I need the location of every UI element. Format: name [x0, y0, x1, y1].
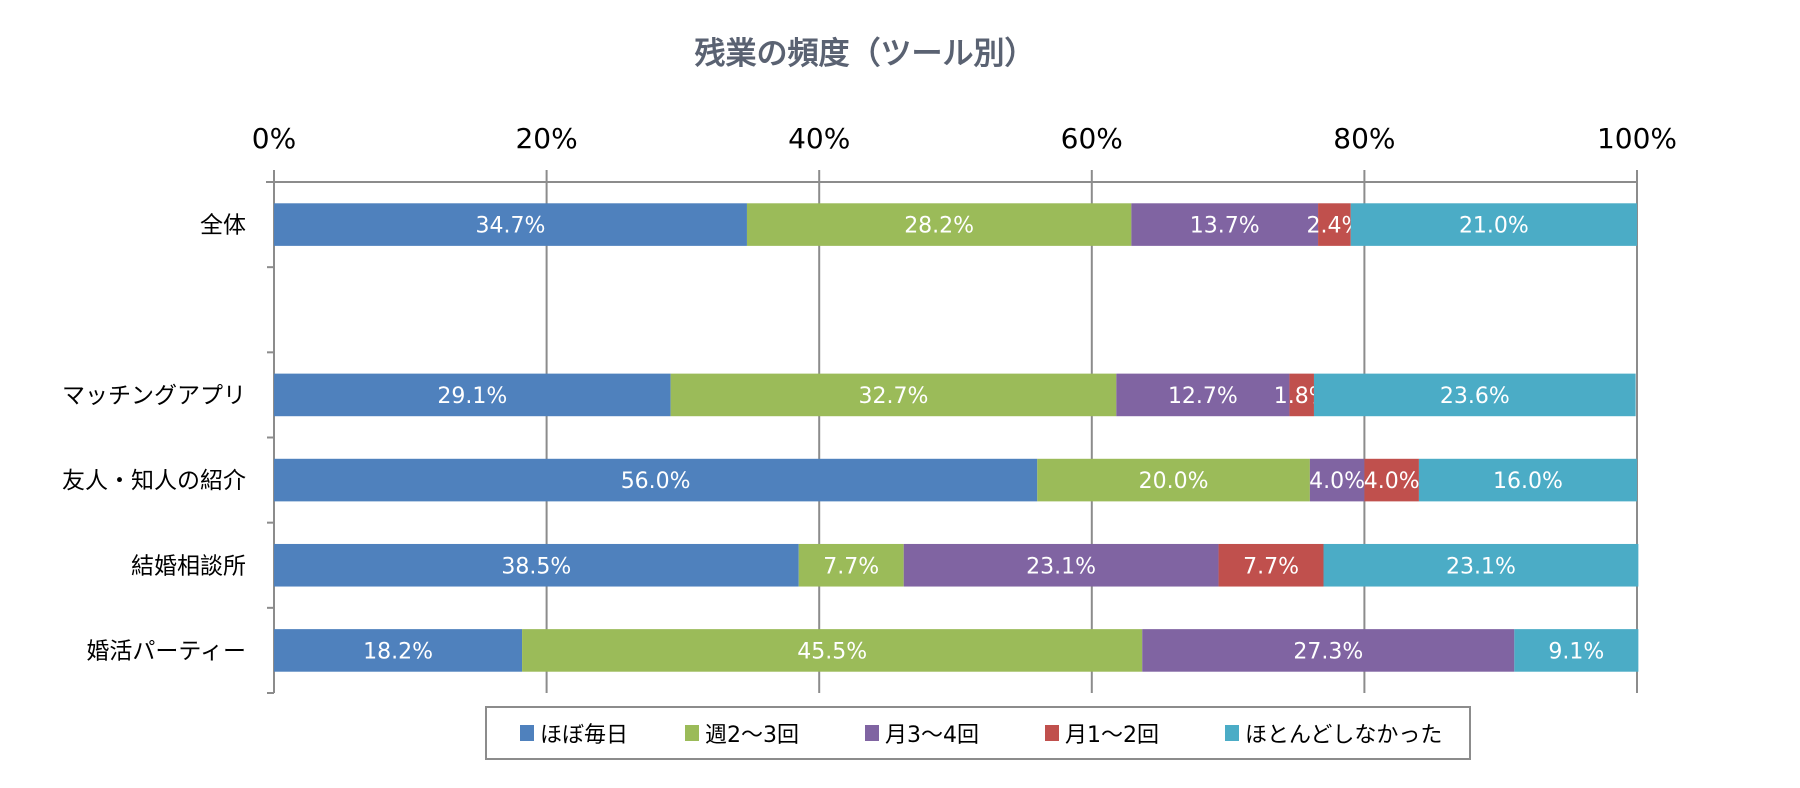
data-label: 7.7%	[1243, 554, 1299, 579]
x-tick-label: 40%	[788, 122, 850, 155]
data-label: 4.0%	[1309, 469, 1365, 494]
x-tick-label: 60%	[1061, 122, 1123, 155]
legend-box	[485, 706, 1471, 760]
data-label: 28.2%	[904, 214, 974, 239]
bar-segment	[1318, 203, 1351, 246]
legend: ほぼ毎日 週2～3回 月3～4回 月1～2回 ほとんどしなかった	[485, 706, 1471, 760]
bar-segment	[746, 203, 1132, 246]
legend-swatch	[865, 725, 879, 741]
bar-segment	[1350, 203, 1637, 246]
bar-segment	[1323, 543, 1639, 587]
data-label: 20.0%	[1139, 469, 1209, 494]
data-label: 27.3%	[1293, 639, 1363, 664]
bar-segment	[1218, 543, 1324, 587]
category-label: マッチングアプリ	[62, 383, 246, 409]
legend-swatch	[1225, 725, 1239, 741]
legend-label: 月1～2回	[1065, 723, 1159, 748]
data-label: 18.2%	[363, 639, 433, 664]
data-label: 38.5%	[501, 554, 571, 579]
data-label: 45.5%	[797, 639, 867, 664]
bar-segment	[1313, 373, 1636, 417]
data-label: 23.1%	[1446, 554, 1516, 579]
legend-label: ほぼ毎日	[540, 723, 628, 748]
data-label: 21.0%	[1459, 214, 1529, 239]
x-tick-label: 80%	[1333, 122, 1395, 155]
data-label: 23.6%	[1440, 384, 1510, 409]
bar-segment	[1418, 458, 1637, 502]
category-label: 友人・知人の紹介	[62, 468, 246, 494]
x-tick-label: 0%	[252, 122, 296, 155]
data-label: 32.7%	[859, 384, 929, 409]
x-tick-label: 100%	[1597, 122, 1677, 155]
bar-segment	[670, 373, 1117, 417]
legend-swatch	[520, 725, 534, 741]
legend-swatch	[1045, 725, 1059, 741]
bar-segment	[1131, 203, 1319, 246]
data-label: 13.7%	[1190, 214, 1260, 239]
category-label: 婚活パーティー	[86, 638, 246, 664]
bar-segment	[274, 543, 799, 587]
data-label: 9.1%	[1548, 639, 1604, 664]
bar-segment	[1514, 629, 1639, 672]
bar-segment	[1037, 458, 1310, 502]
bar-segment	[1364, 458, 1419, 502]
legend-label: 週2～3回	[705, 723, 799, 748]
bar-segment	[903, 543, 1219, 587]
bar-segment	[274, 203, 747, 246]
bar-segment	[522, 629, 1143, 672]
data-label: 12.7%	[1168, 384, 1238, 409]
x-tick-label: 20%	[515, 122, 577, 155]
bar-segment	[798, 543, 904, 587]
data-label: 34.7%	[476, 214, 546, 239]
data-label: 7.7%	[823, 554, 879, 579]
legend-label: ほとんどしなかった	[1245, 723, 1442, 748]
data-label: 56.0%	[621, 469, 691, 494]
data-label: 16.0%	[1493, 469, 1563, 494]
bar-segment	[1309, 458, 1365, 502]
bar-segment	[1142, 629, 1515, 672]
data-label: 23.1%	[1026, 554, 1096, 579]
category-label: 結婚相談所	[131, 553, 246, 579]
bar-segment	[274, 629, 523, 672]
bar-segment	[1116, 373, 1290, 417]
data-label: 4.0%	[1364, 469, 1420, 494]
bar-segment	[274, 458, 1038, 502]
legend-swatch	[685, 725, 699, 741]
data-label: 29.1%	[437, 384, 507, 409]
bar-segment	[274, 373, 671, 417]
category-label: 全体	[200, 213, 246, 239]
legend-label: 月3～4回	[885, 723, 979, 748]
chart-title: 残業の頻度（ツール別）	[694, 36, 1036, 72]
bar-segment	[1289, 373, 1314, 417]
